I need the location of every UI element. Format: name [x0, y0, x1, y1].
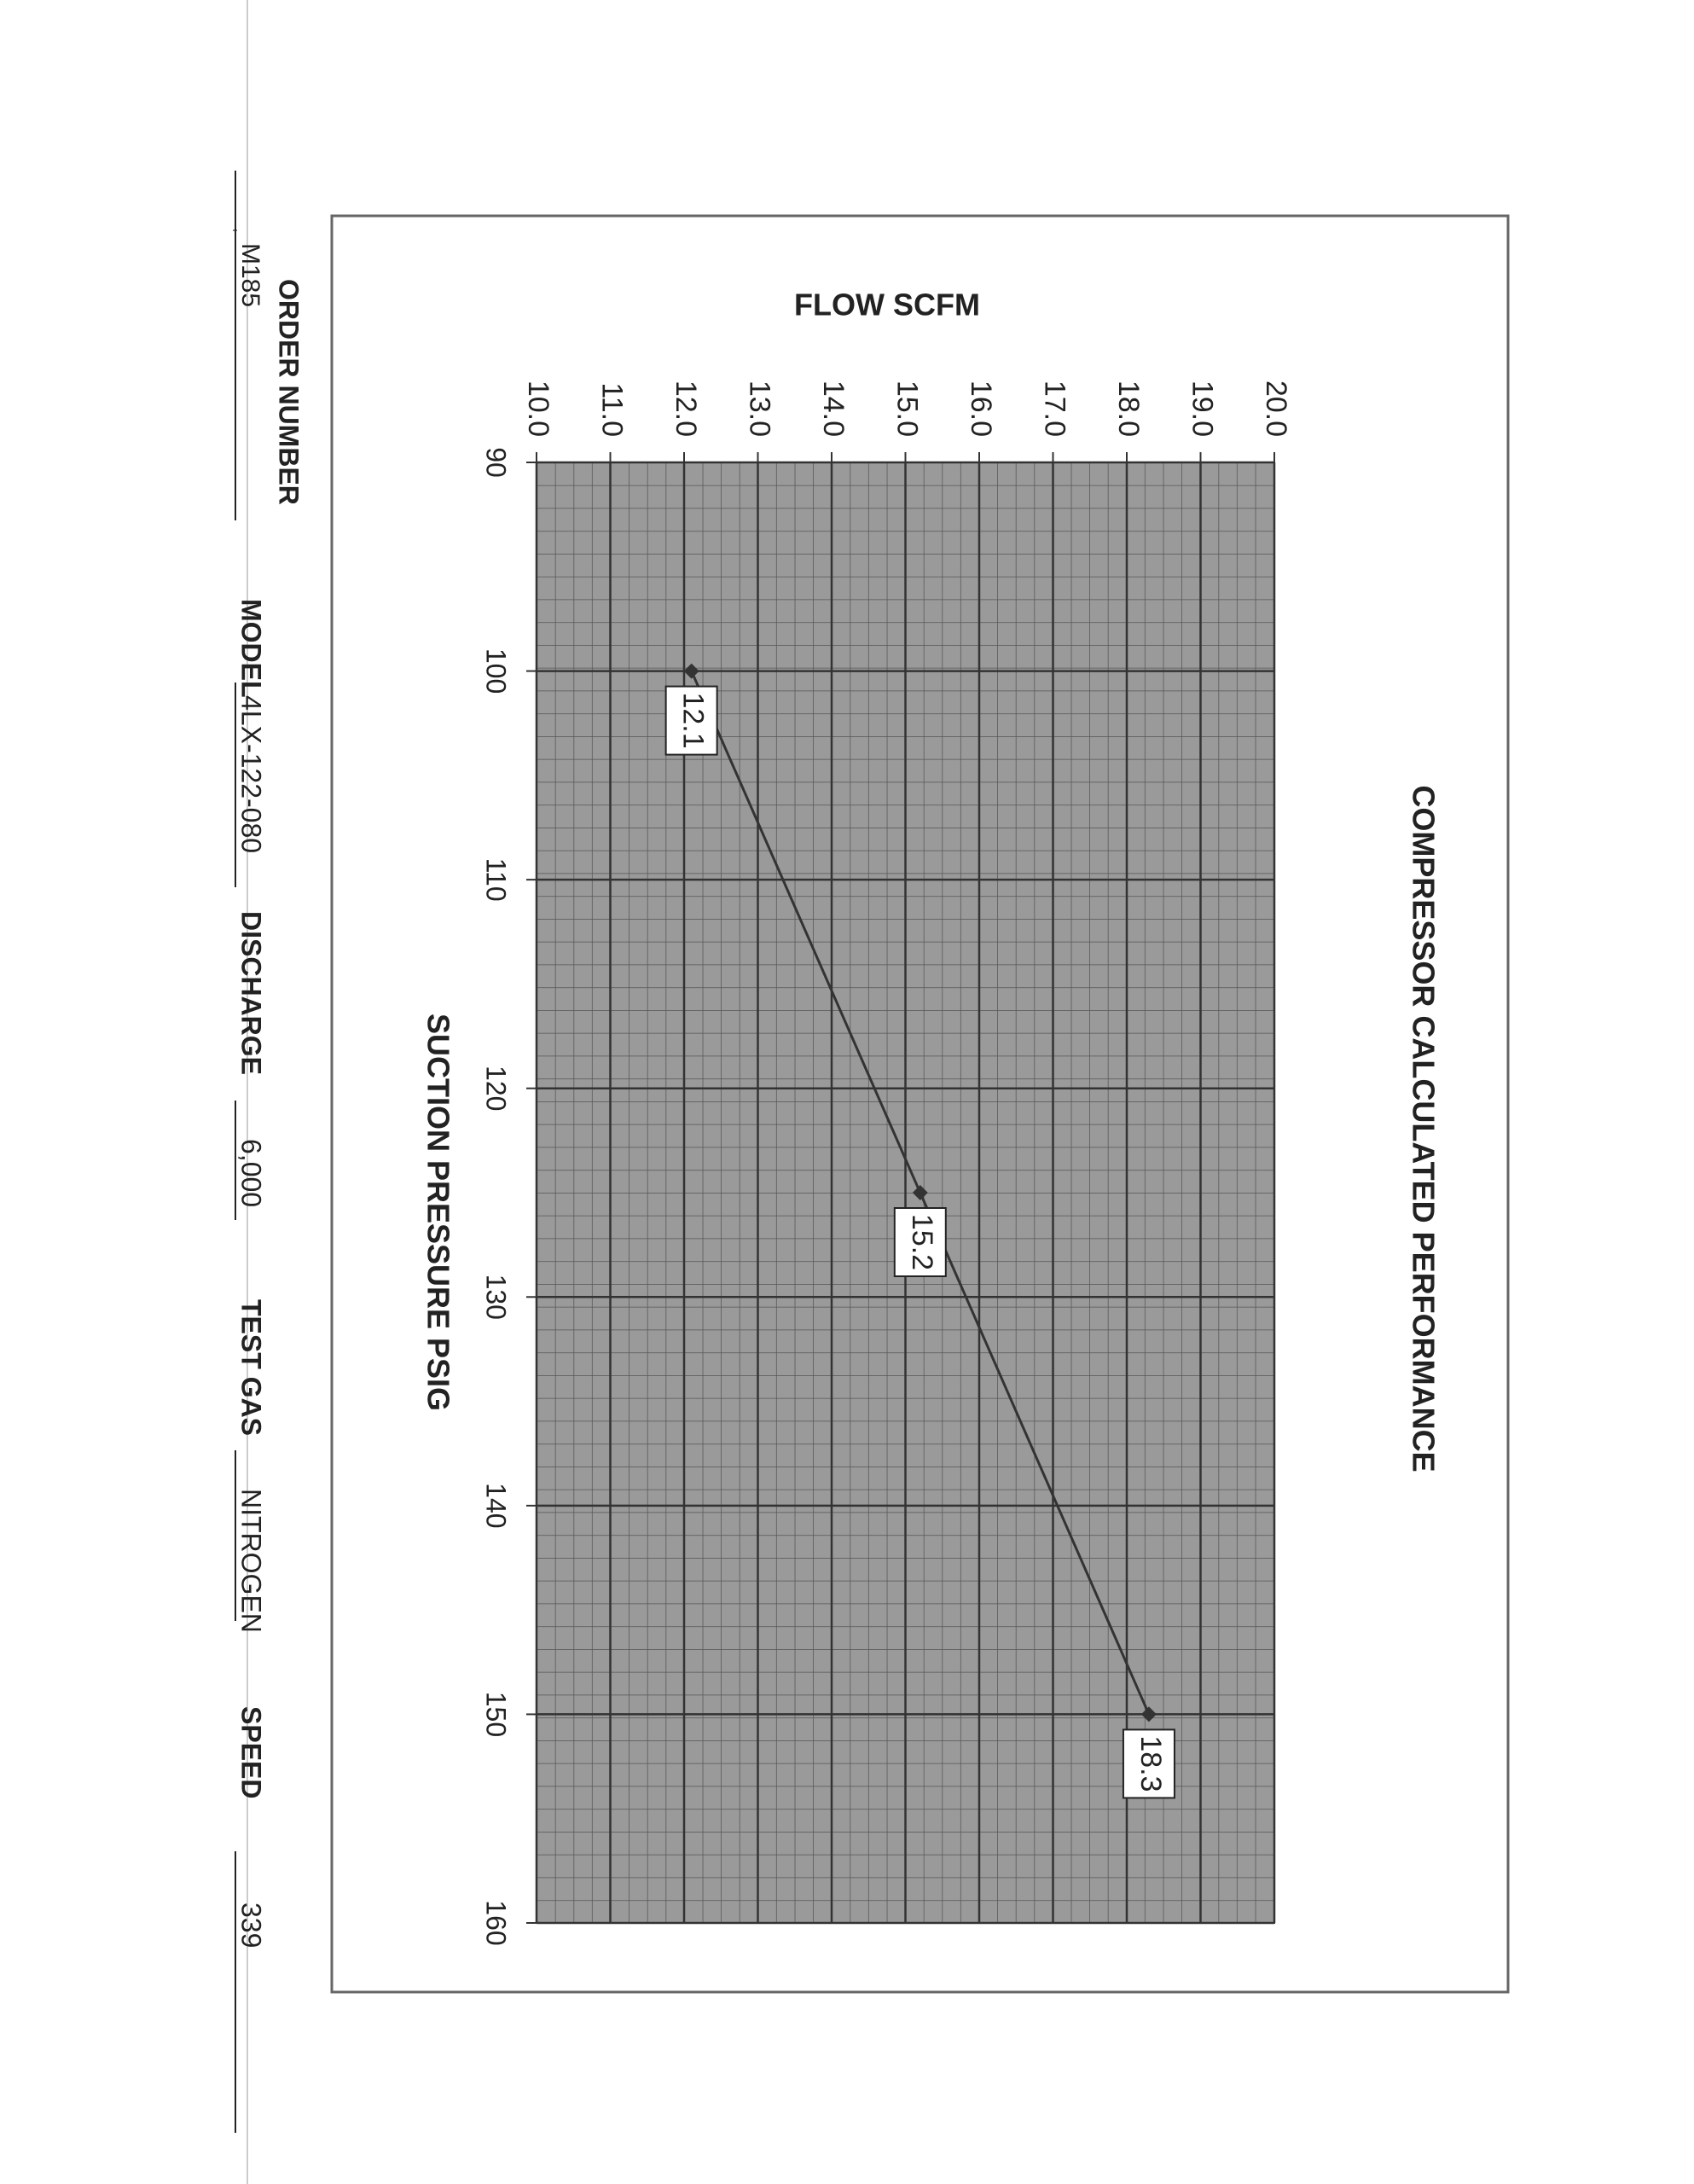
y-tick-label: 10.0 — [522, 380, 554, 437]
y-tick-label: 15.0 — [891, 380, 924, 437]
footer-value: M185 — [236, 243, 264, 307]
label-box — [664, 685, 718, 756]
y-tick-label: 13.0 — [744, 380, 776, 437]
x-tick-label: 140 — [481, 1483, 512, 1528]
point — [683, 663, 699, 679]
point — [1140, 1706, 1157, 1722]
y-tick-label: 19.0 — [1186, 380, 1219, 437]
footer-value: 6,000 — [236, 1139, 267, 1207]
x-tick-label: 150 — [481, 1692, 512, 1737]
y-tick-label: 14.0 — [817, 380, 850, 437]
footer-label: SPEED — [236, 1706, 267, 1798]
x-axis-title: SUCTION PRESSURE PSIG — [421, 1014, 455, 1411]
data-label: 12.1 — [677, 692, 710, 748]
footer-label: MODEL — [236, 599, 267, 698]
y-axis-title: FLOW SCFM — [794, 288, 980, 322]
footer-label: TEST GAS — [236, 1299, 267, 1436]
footer-label: DISCHARGE — [236, 911, 267, 1075]
landscape: COMPRESSOR CALCULATED PERFORMANCE SUCTIO… — [233, 171, 1510, 2133]
y-tick-label: 17.0 — [1039, 380, 1071, 437]
footer-value: 4LX-122-080 — [236, 695, 267, 853]
x-tick-label: 90 — [481, 447, 512, 478]
footer-value: 339 — [236, 1902, 267, 1948]
y-tick-label: 12.0 — [670, 380, 702, 437]
x-tick-label: 130 — [481, 1275, 512, 1320]
footer-label: ORDER NUMBER — [274, 279, 305, 505]
footer-value: NITROGEN — [236, 1489, 267, 1633]
y-tick-label: 20.0 — [1260, 380, 1292, 437]
x-tick-label: 160 — [481, 1900, 512, 1945]
x-tick-label: 110 — [481, 858, 512, 902]
x-tick-label: 120 — [481, 1066, 512, 1111]
label-box — [893, 1207, 947, 1277]
data-label: 15.2 — [906, 1214, 938, 1270]
data-label: 18.3 — [1134, 1735, 1167, 1792]
y-tick-label: 16.0 — [965, 380, 997, 437]
chart-title: COMPRESSOR CALCULATED PERFORMANCE — [1406, 785, 1441, 1472]
y-tick-label: 18.0 — [1112, 380, 1145, 437]
label-box — [1122, 1728, 1175, 1799]
x-tick-label: 100 — [481, 648, 512, 694]
y-tick-label: 11.0 — [596, 382, 629, 437]
